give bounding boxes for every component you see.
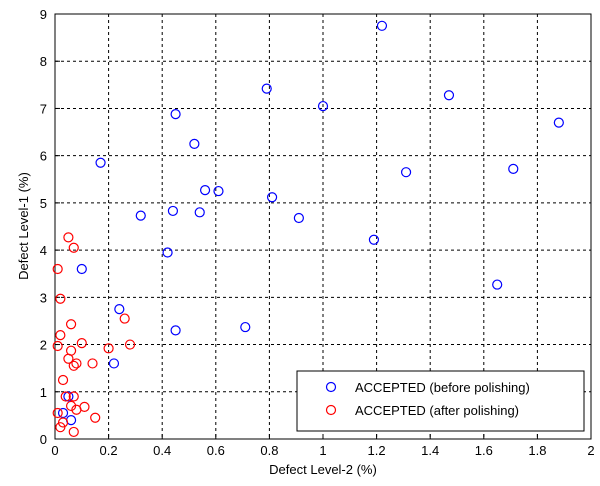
- before-polishing-point: [76, 263, 87, 275]
- y-tick-label: 1: [40, 385, 47, 400]
- before-polishing-point: [63, 391, 74, 402]
- x-tick-label: 1.6: [475, 443, 493, 458]
- y-tick-label: 4: [40, 243, 47, 258]
- y-tick-label: 0: [40, 432, 47, 447]
- before-polishing-point: [553, 117, 564, 128]
- after-polishing-point: [65, 400, 77, 412]
- before-polishing-point: [492, 279, 503, 290]
- after-polishing-point: [55, 422, 66, 433]
- after-polishing-point: [68, 426, 79, 438]
- x-tick-label: 0.6: [207, 443, 225, 458]
- legend-label-after: ACCEPTED (after polishing): [355, 403, 519, 418]
- y-tick-label: 3: [40, 290, 47, 305]
- before-polishing-point: [400, 167, 412, 178]
- x-tick-label: 2: [587, 443, 594, 458]
- after-polishing-point: [52, 407, 63, 419]
- y-tick-label: 7: [40, 101, 47, 116]
- before-polishing-point: [167, 205, 179, 217]
- x-tick-label: 1.4: [421, 443, 439, 458]
- after-polishing-point: [68, 242, 79, 253]
- after-polishing-point: [55, 330, 66, 341]
- before-polishing-point: [266, 192, 278, 203]
- after-polishing-point: [57, 374, 69, 386]
- x-tick-label: 0: [51, 443, 58, 458]
- after-polishing-point: [87, 358, 98, 369]
- before-polishing-point: [194, 207, 205, 218]
- x-tick-label: 1: [319, 443, 326, 458]
- before-polishing-point: [213, 185, 224, 197]
- after-polishing-point: [119, 313, 130, 324]
- after-polishing-point: [52, 263, 63, 275]
- after-polishing-point: [103, 343, 114, 354]
- y-tick-label: 5: [40, 196, 47, 211]
- after-polishing-point: [79, 401, 90, 412]
- after-polishing-point: [76, 338, 87, 349]
- legend-label-before: ACCEPTED (before polishing): [355, 380, 530, 395]
- x-tick-label: 0.8: [260, 443, 278, 458]
- legend-marker-before: [325, 381, 337, 393]
- y-tick-label: 9: [40, 7, 47, 22]
- y-tick-label: 8: [40, 54, 47, 69]
- before-polishing-point: [170, 109, 181, 120]
- before-polishing-point: [240, 321, 251, 333]
- before-polishing-point: [170, 325, 181, 336]
- before-polishing-point: [508, 163, 519, 174]
- x-tick-label: 0.2: [100, 443, 118, 458]
- after-polishing-point: [90, 412, 101, 423]
- after-polishing-point: [63, 232, 74, 243]
- after-polishing-point: [68, 391, 79, 402]
- before-polishing-point: [199, 185, 211, 196]
- before-polishing-point: [95, 157, 106, 168]
- x-tick-label: 1.8: [528, 443, 546, 458]
- after-polishing-point: [52, 340, 63, 352]
- before-polishing-point: [189, 138, 200, 149]
- before-polishing-point: [317, 100, 329, 112]
- after-polishing-point: [60, 391, 71, 402]
- after-polishing-point: [65, 319, 77, 330]
- y-tick-label: 2: [40, 338, 47, 353]
- y-tick-label: 6: [40, 149, 47, 164]
- legend-box: [296, 370, 585, 432]
- after-polishing-point: [124, 339, 136, 350]
- grid-lines: [55, 14, 591, 439]
- before-polishing-point: [114, 304, 125, 315]
- y-axis-ticks: 0 1 2 3 4 5 6 7 8 9: [40, 7, 60, 447]
- after-polishing-point: [71, 358, 82, 369]
- x-tick-label: 0.4: [153, 443, 171, 458]
- after-polishing-point: [55, 293, 66, 304]
- before-polishing-point: [261, 83, 272, 94]
- x-axis-ticks: 0 0.2 0.4 0.6 0.8 1 1.2 1.4 1.6 1.8 2: [51, 434, 595, 458]
- x-tick-label: 1.2: [368, 443, 386, 458]
- before-polishing-point: [368, 234, 380, 245]
- before-polishing-point: [443, 90, 455, 101]
- legend: ACCEPTED (before polishing) ACCEPTED (af…: [296, 370, 585, 432]
- before-polishing-point: [135, 210, 146, 221]
- before-polishing-point: [162, 247, 173, 258]
- before-polishing-point: [108, 358, 120, 369]
- after-polishing-point: [68, 360, 79, 371]
- x-axis-label: Defect Level-2 (%): [269, 462, 377, 477]
- data-points: [52, 20, 564, 438]
- before-polishing-point: [293, 212, 304, 224]
- legend-marker-after: [325, 404, 337, 416]
- before-polishing-point: [376, 20, 388, 31]
- y-axis-label: Defect Level-1 (%): [16, 172, 31, 280]
- after-polishing-point: [63, 353, 74, 364]
